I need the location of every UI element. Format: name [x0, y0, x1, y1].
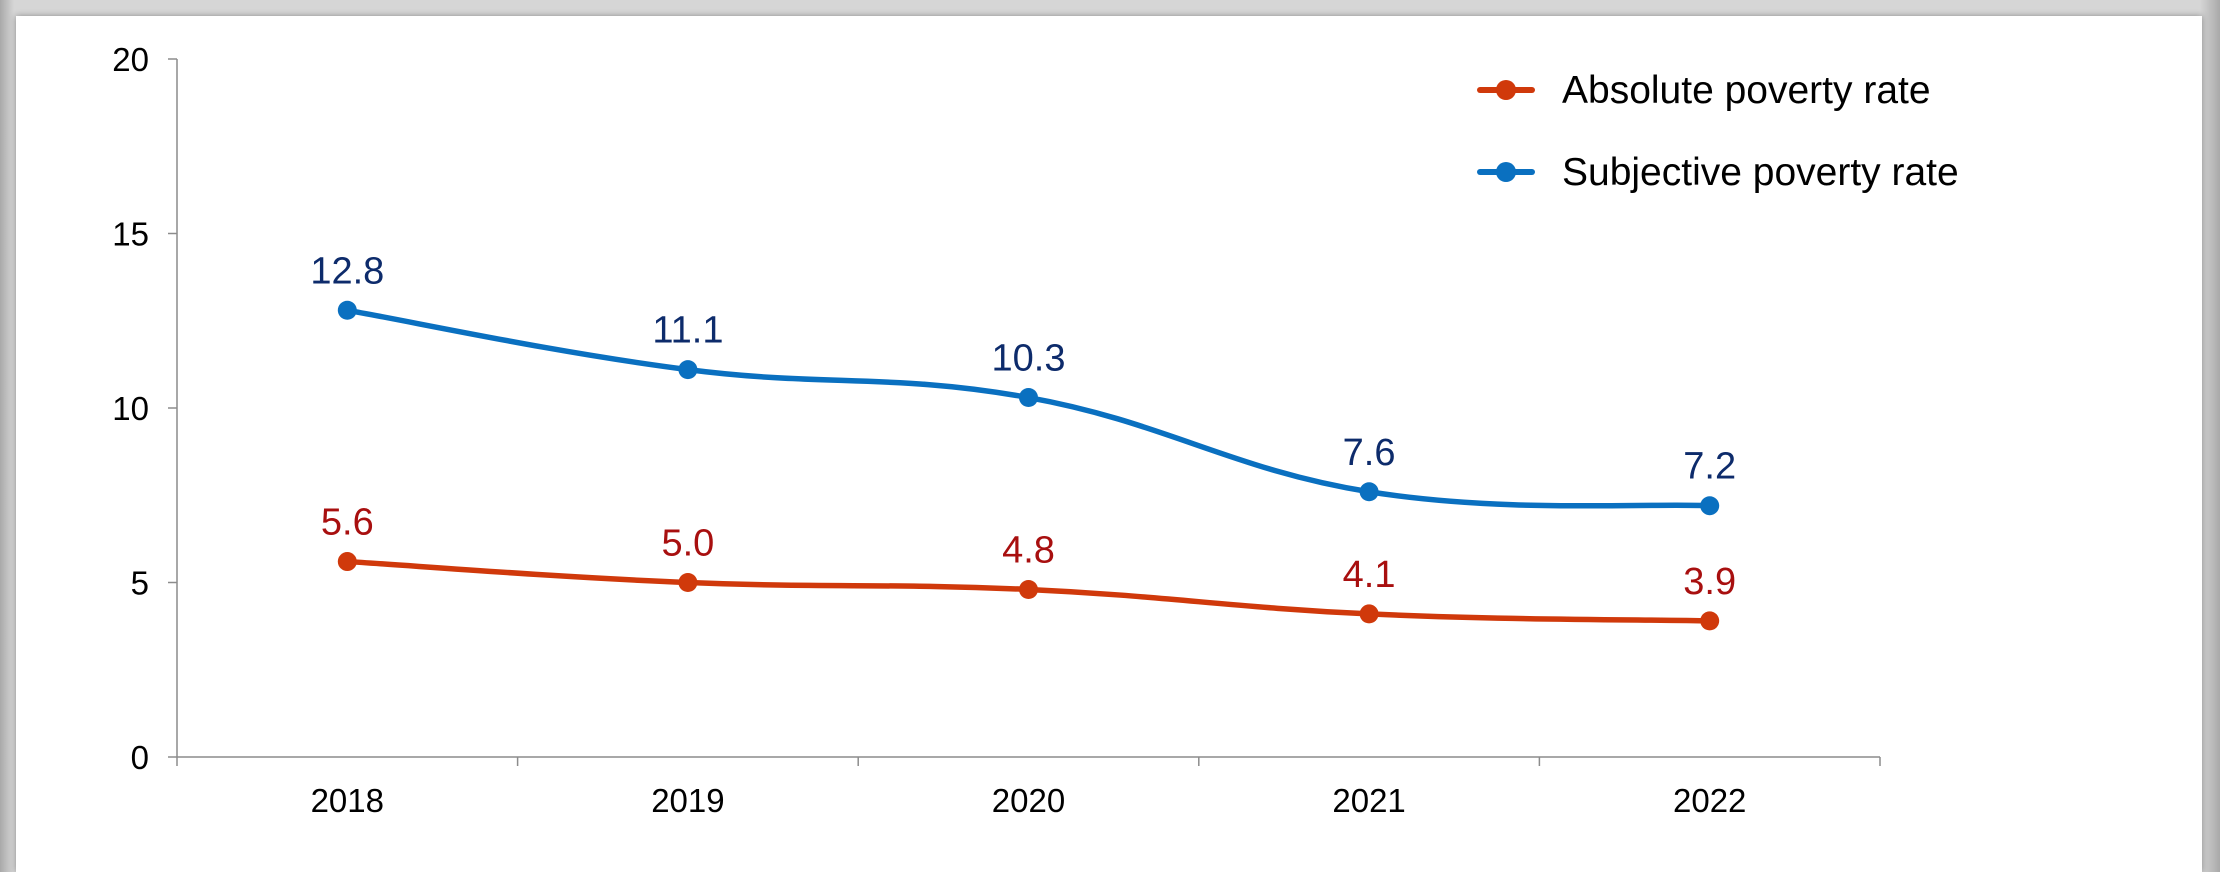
data-point [1019, 579, 1038, 599]
x-tick-label: 2020 [992, 782, 1065, 819]
data-point [678, 573, 698, 592]
y-tick-label: 0 [131, 739, 149, 776]
chart-panel [16, 16, 2202, 872]
legend: Absolute poverty rate Subjective poverty … [1477, 69, 1959, 194]
legend-label: Subjective poverty rate [1562, 151, 1959, 194]
legend-marker [1496, 80, 1516, 100]
x-tick-label: 2018 [311, 782, 384, 819]
data-label: 4.1 [1343, 554, 1396, 596]
series-points [337, 300, 1720, 631]
legend-label: Absolute poverty rate [1562, 69, 1931, 112]
y-tick-label: 10 [112, 390, 149, 427]
data-label: 11.1 [652, 310, 723, 352]
data-labels: 5.6 5.0 4.8 4.1 3.9 12.8 11.1 10.3 7.6 7.2 [310, 250, 1736, 603]
y-tick-label: 5 [131, 565, 149, 602]
data-label: 12.8 [310, 250, 384, 292]
data-point [1359, 604, 1379, 624]
data-point [678, 360, 698, 380]
data-label: 7.2 [1683, 446, 1736, 488]
y-tick-label: 20 [112, 41, 149, 78]
x-tick-label: 2019 [651, 782, 724, 819]
data-point [1700, 496, 1720, 516]
data-label: 3.9 [1683, 561, 1736, 603]
data-label: 10.3 [992, 338, 1066, 380]
data-label: 5.0 [661, 523, 714, 565]
data-label: 7.6 [1343, 432, 1396, 474]
y-tick-label: 15 [112, 216, 149, 253]
data-point [1019, 388, 1038, 408]
x-tick-label: 2021 [1332, 782, 1405, 819]
chart-axes: 0 5 10 15 20 2018 2019 2020 2021 2022 [112, 41, 1881, 819]
data-label: 5.6 [321, 502, 374, 544]
data-point [337, 552, 357, 572]
data-point [337, 300, 357, 320]
data-point [1359, 482, 1379, 502]
legend-marker [1496, 162, 1516, 182]
data-point [1700, 611, 1720, 631]
data-label: 4.8 [1002, 529, 1055, 571]
x-tick-label: 2022 [1673, 782, 1746, 819]
